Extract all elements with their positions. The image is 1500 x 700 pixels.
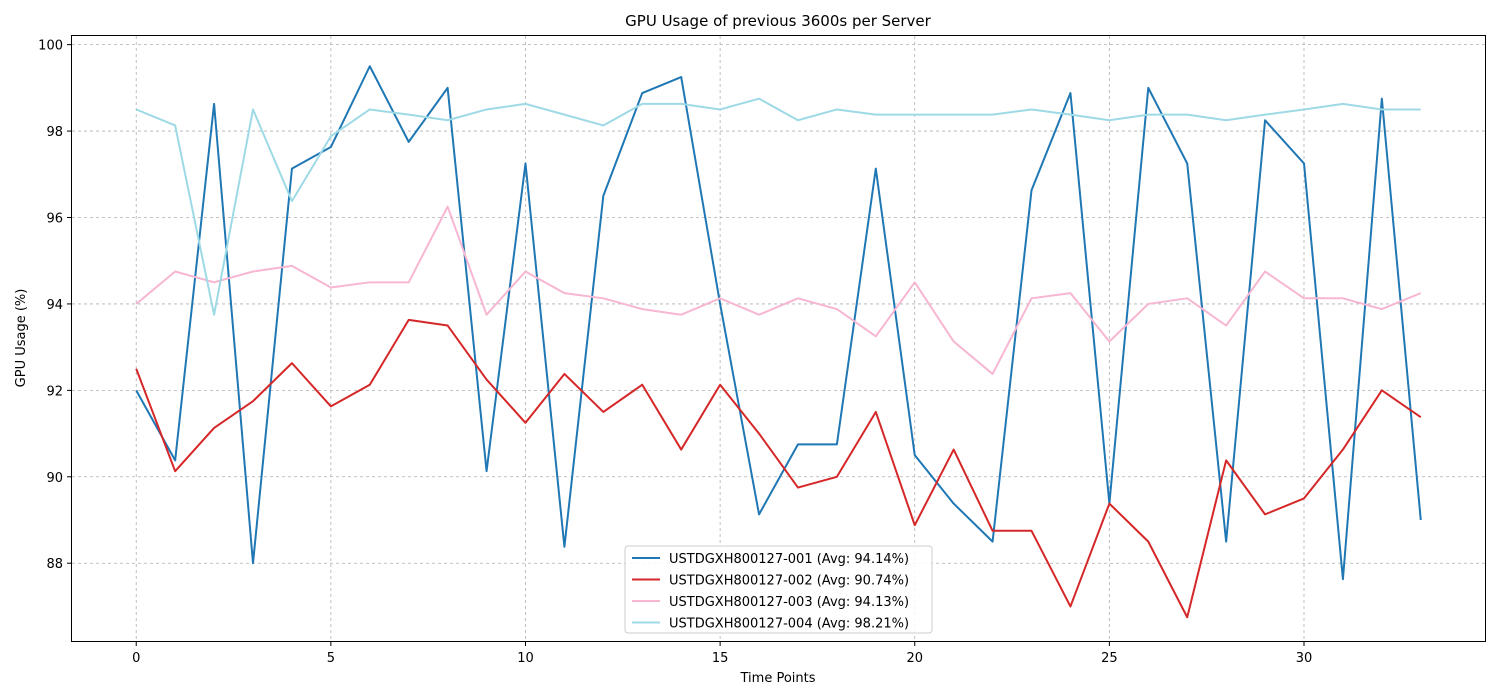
y-tick-label: 94: [46, 298, 63, 313]
series-line-1: [135, 65, 1422, 581]
x-axis-label: Time Points: [740, 671, 816, 686]
legend: USTDGXH800127-001 (Avg: 94.14%) USTDGXH80…: [624, 545, 933, 634]
plot-frame: [71, 35, 1486, 642]
legend-label: USTDGXH800127-004 (Avg: 98.21%): [669, 617, 909, 632]
chart-title: GPU Usage of previous 3600s per Server: [625, 12, 932, 30]
x-tick-label: 5: [327, 651, 335, 666]
grid: [72, 36, 1485, 641]
series-layer: [135, 65, 1422, 619]
series-line-3: [135, 205, 1422, 375]
x-tick-label: 0: [132, 651, 140, 666]
y-tick-label: 92: [46, 384, 63, 399]
x-tick-label: 25: [1101, 651, 1118, 666]
legend-box: [624, 545, 933, 634]
legend-label: USTDGXH800127-001 (Avg: 94.14%): [669, 552, 909, 567]
legend-label: USTDGXH800127-003 (Avg: 94.13%): [669, 595, 909, 610]
legend-label: USTDGXH800127-002 (Avg: 90.74%): [669, 574, 909, 589]
y-axis-label: GPU Usage (%): [14, 289, 29, 388]
y-tick-label: 96: [46, 212, 63, 227]
y-tick-label: 100: [38, 39, 63, 54]
x-tick-label: 15: [712, 651, 729, 666]
x-tick-label: 10: [517, 651, 534, 666]
axis-ticks: 0 5 10 15 20 25 30 88 90 92 94 96 98 100: [38, 39, 1312, 666]
y-tick-label: 90: [46, 471, 63, 486]
series-line-2: [135, 318, 1422, 619]
x-tick-label: 20: [906, 651, 923, 666]
y-tick-label: 98: [46, 125, 63, 140]
series-line-4: [135, 97, 1421, 316]
y-tick-label: 88: [46, 557, 63, 572]
x-tick-label: 30: [1296, 651, 1313, 666]
